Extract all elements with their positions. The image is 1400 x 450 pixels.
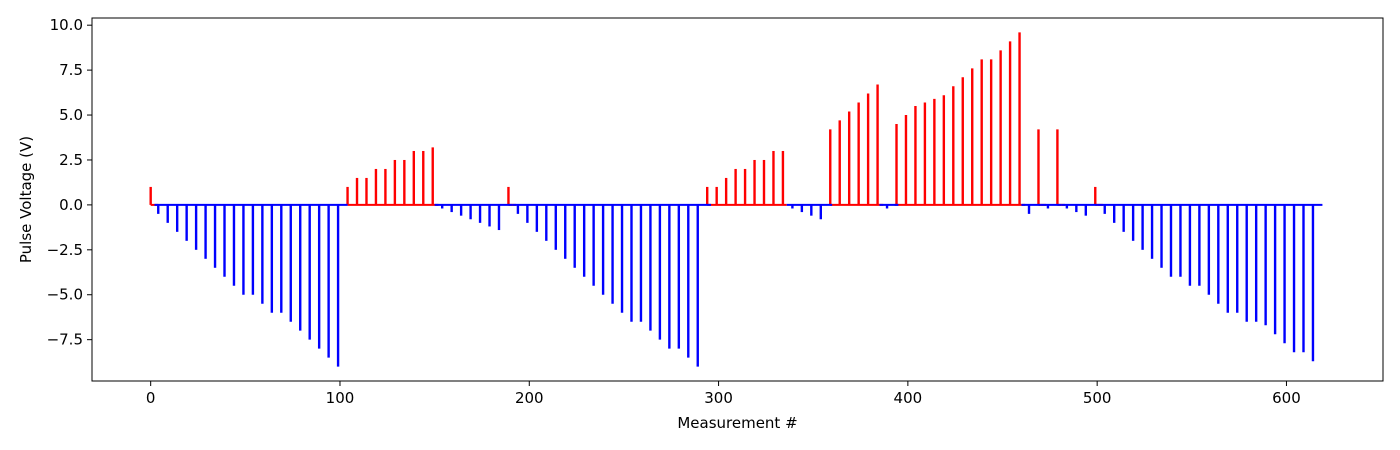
y-tick-label: 7.5 <box>59 61 83 79</box>
x-axis: 0 100 200 300 400 500 600 <box>146 381 1301 407</box>
y-tick-label: 0.0 <box>59 196 83 214</box>
y-tick-label: 5.0 <box>59 106 83 124</box>
y-tick-label: 10.0 <box>50 16 83 34</box>
y-tick-label: −5.0 <box>47 286 83 304</box>
y-axis-label: Pulse Voltage (V) <box>17 136 35 263</box>
y-tick-label: −2.5 <box>47 241 83 259</box>
x-tick-label: 100 <box>326 389 355 407</box>
y-tick-label: −7.5 <box>47 331 83 349</box>
x-tick-label: 0 <box>146 389 156 407</box>
x-tick-label: 500 <box>1083 389 1112 407</box>
y-tick-label: 2.5 <box>59 151 83 169</box>
x-tick-label: 400 <box>894 389 923 407</box>
pulses-layer <box>149 32 1323 367</box>
x-tick-label: 300 <box>704 389 733 407</box>
plot-frame <box>91 17 1384 382</box>
x-tick-label: 200 <box>515 389 544 407</box>
x-tick-label: 600 <box>1272 389 1301 407</box>
x-axis-label: Measurement # <box>677 414 797 432</box>
y-axis: −7.5 −5.0 −2.5 0.0 2.5 5.0 7.5 10.0 <box>47 16 92 349</box>
